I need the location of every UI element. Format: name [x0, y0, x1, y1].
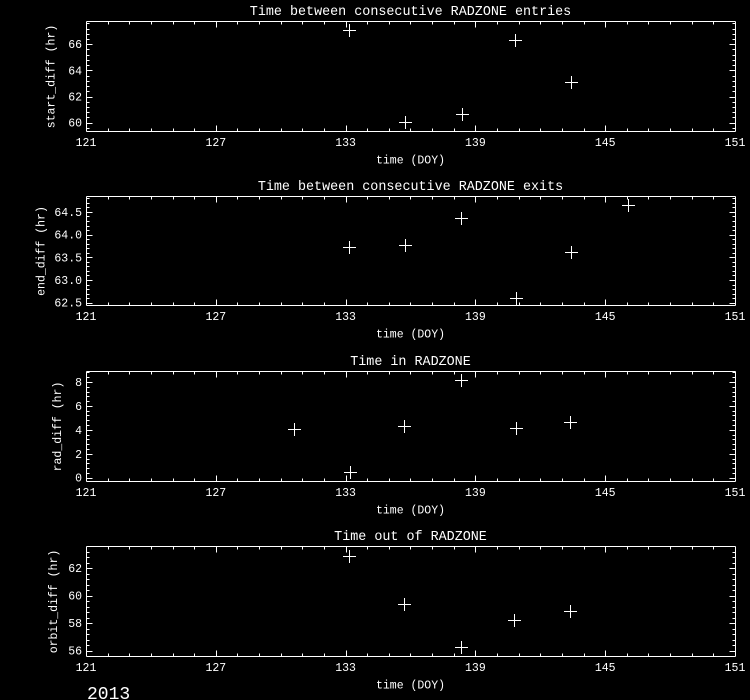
- svg-text:time (DOY): time (DOY): [376, 155, 445, 168]
- svg-text:139: 139: [465, 662, 486, 675]
- svg-text:60: 60: [68, 591, 82, 604]
- svg-text:145: 145: [595, 137, 616, 150]
- svg-text:133: 133: [335, 662, 356, 675]
- svg-text:145: 145: [595, 311, 616, 324]
- svg-text:121: 121: [76, 487, 97, 500]
- svg-text:121: 121: [76, 662, 97, 675]
- svg-text:rad_diff (hr): rad_diff (hr): [52, 382, 65, 472]
- svg-text:60: 60: [68, 118, 82, 131]
- svg-text:63.0: 63.0: [54, 275, 82, 288]
- svg-text:133: 133: [335, 487, 356, 500]
- svg-text:Time between consecutive RADZO: Time between consecutive RADZONE entries: [250, 5, 571, 20]
- svg-text:start_diff (hr): start_diff (hr): [45, 25, 58, 129]
- svg-text:0: 0: [75, 473, 82, 486]
- svg-text:4: 4: [75, 425, 82, 438]
- svg-text:56: 56: [68, 646, 82, 659]
- svg-text:end_diff (hr): end_diff (hr): [36, 206, 49, 296]
- svg-text:139: 139: [465, 137, 486, 150]
- svg-text:64.0: 64.0: [54, 230, 82, 243]
- svg-text:time (DOY): time (DOY): [376, 680, 445, 693]
- svg-text:2013: 2013: [87, 685, 130, 700]
- svg-text:133: 133: [335, 137, 356, 150]
- svg-text:62: 62: [68, 92, 82, 105]
- svg-text:Time out of RADZONE: Time out of RADZONE: [334, 530, 487, 545]
- svg-text:Time in RADZONE: Time in RADZONE: [350, 355, 471, 370]
- svg-text:121: 121: [76, 137, 97, 150]
- svg-text:Time between consecutive RADZO: Time between consecutive RADZONE exits: [258, 180, 563, 195]
- svg-text:2: 2: [75, 449, 82, 462]
- svg-text:145: 145: [595, 662, 616, 675]
- svg-text:133: 133: [335, 311, 356, 324]
- svg-text:151: 151: [725, 311, 746, 324]
- svg-text:66: 66: [68, 39, 82, 52]
- svg-text:121: 121: [76, 311, 97, 324]
- svg-text:139: 139: [465, 311, 486, 324]
- svg-text:time (DOY): time (DOY): [376, 329, 445, 342]
- svg-text:64: 64: [68, 65, 82, 78]
- svg-text:127: 127: [205, 662, 226, 675]
- svg-text:62: 62: [68, 563, 82, 576]
- svg-text:127: 127: [205, 311, 226, 324]
- svg-text:151: 151: [725, 662, 746, 675]
- svg-text:8: 8: [75, 377, 82, 390]
- svg-text:64.5: 64.5: [54, 207, 82, 220]
- svg-text:151: 151: [725, 487, 746, 500]
- svg-text:62.5: 62.5: [54, 298, 82, 311]
- svg-text:orbit_diff (hr): orbit_diff (hr): [48, 550, 61, 654]
- svg-text:58: 58: [68, 618, 82, 631]
- svg-text:151: 151: [725, 137, 746, 150]
- svg-text:6: 6: [75, 401, 82, 414]
- svg-text:127: 127: [205, 487, 226, 500]
- svg-text:time (DOY): time (DOY): [376, 505, 445, 518]
- svg-text:127: 127: [205, 137, 226, 150]
- svg-text:63.5: 63.5: [54, 252, 82, 265]
- svg-text:145: 145: [595, 487, 616, 500]
- svg-text:139: 139: [465, 487, 486, 500]
